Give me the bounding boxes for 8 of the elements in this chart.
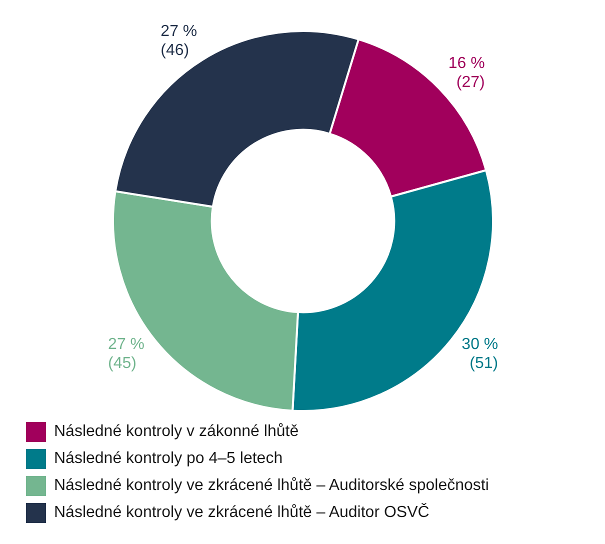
data-label: 30 % (51) <box>462 336 498 372</box>
legend-label: Následné kontroly po 4–5 letech <box>54 450 283 468</box>
legend-label: Následné kontroly ve zkrácené lhůtě – Auditorské společnosti <box>54 476 489 494</box>
data-label: 27 % (45) <box>108 336 145 372</box>
legend-label: Následné kontroly v zákonné lhůtě <box>54 422 299 440</box>
data-label: 27 % (46) <box>160 23 198 60</box>
legend-label: Následné kontroly ve zkrácené lhůtě – Auditor OSVČ <box>54 504 430 522</box>
data-label: 16 % (27) <box>448 54 485 91</box>
